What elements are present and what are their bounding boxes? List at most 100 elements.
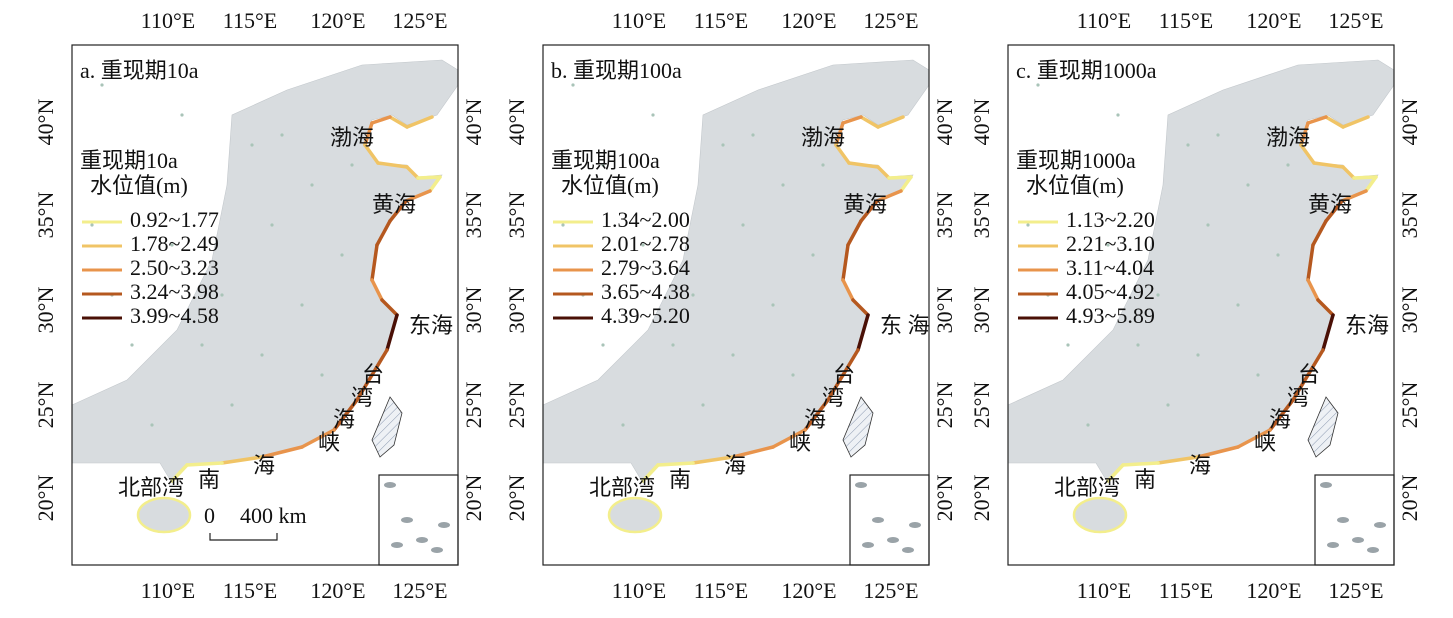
station bbox=[1236, 303, 1240, 307]
coast-segment bbox=[1340, 189, 1368, 203]
inset-frame bbox=[849, 474, 930, 566]
station bbox=[1066, 163, 1070, 167]
coast-segment bbox=[1196, 445, 1240, 459]
station bbox=[1026, 223, 1030, 227]
coast-segment bbox=[691, 455, 735, 465]
station bbox=[320, 373, 324, 377]
lat-tick-right: 20°N bbox=[461, 475, 486, 522]
station bbox=[1116, 113, 1120, 117]
coast-segment bbox=[355, 373, 374, 402]
legend-label: 2.21~3.10 bbox=[1066, 231, 1155, 256]
place-label: 北部湾 bbox=[1054, 475, 1120, 500]
coast-segment bbox=[841, 278, 855, 302]
lon-tick-top: 120°E bbox=[781, 8, 836, 33]
coast-segment bbox=[260, 445, 304, 459]
coast-segment bbox=[220, 455, 264, 465]
station bbox=[130, 343, 134, 347]
coast-segment bbox=[405, 115, 434, 129]
coast-segment bbox=[332, 398, 359, 432]
lon-tick-bottom: 115°E bbox=[223, 578, 277, 603]
legend-label: 2.79~3.64 bbox=[601, 255, 690, 280]
coast-segment bbox=[856, 313, 870, 352]
coast-segment bbox=[370, 115, 392, 125]
coast-segment bbox=[380, 298, 399, 317]
legend-label: 0.92~1.77 bbox=[130, 207, 219, 232]
coast-segment bbox=[1364, 175, 1378, 193]
place-label: 台 bbox=[833, 362, 855, 387]
place-label: 北部湾 bbox=[118, 475, 184, 500]
place-label: 黄海 bbox=[843, 192, 887, 217]
coast-segment bbox=[405, 165, 420, 180]
station bbox=[721, 143, 725, 147]
coast-segment bbox=[656, 461, 695, 467]
legend-label: 4.39~5.20 bbox=[601, 303, 690, 328]
coast-segment bbox=[1312, 161, 1345, 169]
place-label: 海 bbox=[1189, 453, 1211, 478]
station bbox=[1036, 83, 1040, 87]
coast-segment bbox=[1156, 455, 1200, 465]
lon-tick-bottom: 125°E bbox=[392, 578, 447, 603]
station bbox=[771, 303, 775, 307]
place-label: 东 海 bbox=[880, 313, 930, 338]
station bbox=[701, 403, 705, 407]
station bbox=[220, 293, 224, 297]
coast-segment bbox=[1106, 463, 1125, 483]
taiwan bbox=[371, 396, 403, 458]
coast-segment bbox=[1299, 121, 1310, 147]
station bbox=[641, 243, 645, 247]
panel-label: a. 重现期10a bbox=[80, 58, 199, 83]
lon-tick-bottom: 115°E bbox=[694, 578, 748, 603]
lon-tick-bottom: 125°E bbox=[1328, 578, 1383, 603]
station bbox=[100, 83, 104, 87]
coast-segment bbox=[376, 161, 409, 169]
coast-segment bbox=[363, 143, 380, 165]
station bbox=[1166, 403, 1170, 407]
lat-tick-left: 25°N bbox=[969, 382, 994, 429]
lat-tick-left: 20°N bbox=[33, 475, 58, 522]
station bbox=[1276, 253, 1280, 257]
coast-segment bbox=[1306, 348, 1325, 377]
coast-segment bbox=[1311, 219, 1328, 247]
inset-island bbox=[431, 547, 443, 553]
inset-island bbox=[909, 522, 921, 528]
taiwan bbox=[1307, 396, 1339, 458]
place-label: 黄海 bbox=[1308, 192, 1352, 217]
station bbox=[691, 293, 695, 297]
lon-tick-top: 110°E bbox=[1077, 8, 1131, 33]
lon-tick-top: 125°E bbox=[392, 8, 447, 33]
scale-bar bbox=[209, 533, 278, 541]
lat-tick-left: 20°N bbox=[504, 475, 529, 522]
coast-segment bbox=[859, 115, 880, 129]
inset-frame bbox=[1314, 474, 1395, 566]
station bbox=[1206, 223, 1210, 227]
lon-tick-bottom: 110°E bbox=[141, 578, 195, 603]
scale-label: 400 km bbox=[240, 503, 307, 528]
lat-tick-left: 25°N bbox=[504, 382, 529, 429]
coast-segment bbox=[185, 461, 224, 467]
station bbox=[671, 343, 675, 347]
coast-segment bbox=[1324, 115, 1345, 129]
coast-segment bbox=[1321, 313, 1335, 352]
coast-segment bbox=[1316, 298, 1335, 317]
coast-segment bbox=[428, 175, 442, 193]
coast-segment bbox=[826, 373, 845, 402]
lon-tick-bottom: 110°E bbox=[1077, 578, 1131, 603]
inset-island bbox=[1327, 542, 1339, 548]
coast-segment bbox=[388, 115, 409, 129]
station bbox=[280, 133, 284, 137]
coast-segment bbox=[370, 348, 389, 377]
station bbox=[791, 373, 795, 377]
coast-segment bbox=[363, 121, 374, 147]
place-label: 海 bbox=[333, 407, 355, 432]
legend-label: 3.99~4.58 bbox=[130, 303, 219, 328]
inset-island bbox=[416, 537, 428, 543]
station bbox=[781, 183, 785, 187]
coast-segment bbox=[300, 428, 336, 449]
coast-segment bbox=[876, 165, 891, 180]
place-label: 南 bbox=[198, 467, 220, 492]
coast-segment bbox=[1341, 165, 1356, 180]
coast-segment bbox=[841, 348, 860, 377]
